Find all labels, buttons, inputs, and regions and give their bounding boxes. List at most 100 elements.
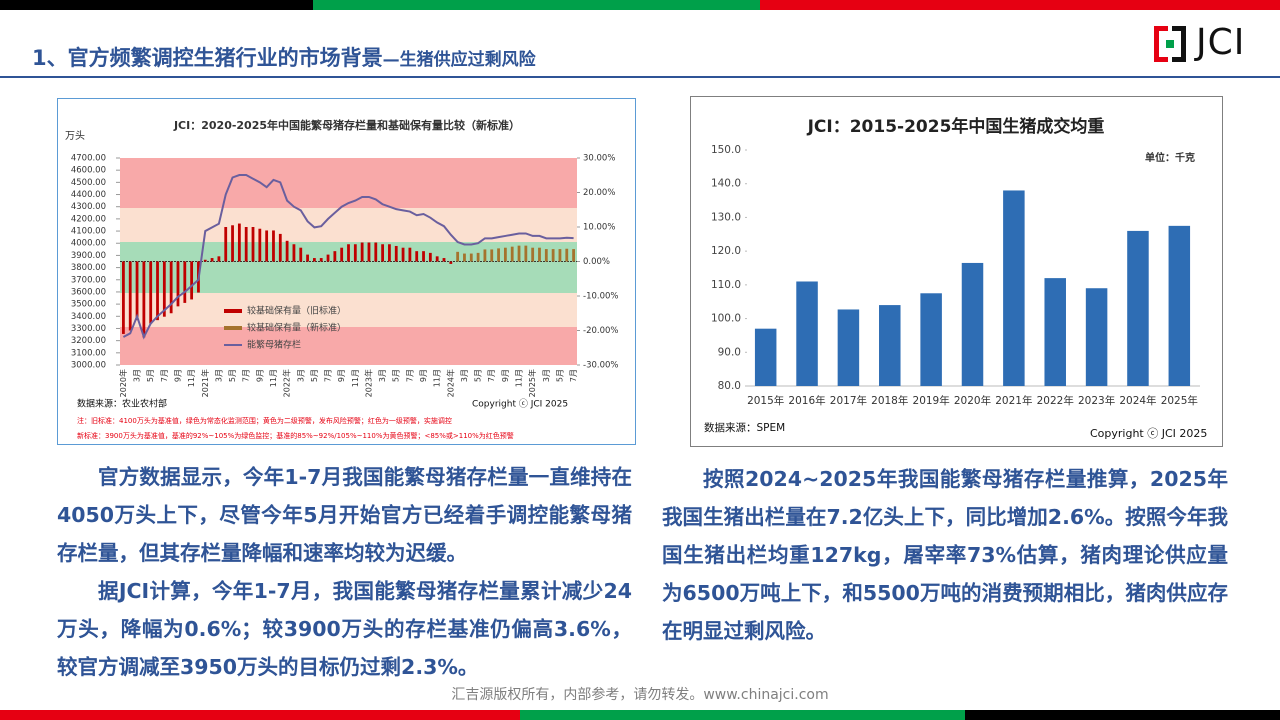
x-tick-label: 11月: [433, 369, 442, 387]
y-tick-label: 4500.00: [71, 178, 106, 188]
y-tick-label: 4300.00: [71, 202, 106, 212]
x-tick-label: 2023年: [1078, 394, 1115, 407]
axis-label: 万头: [65, 130, 85, 142]
x-tick-label: 2024年: [445, 369, 455, 397]
bar: [558, 249, 562, 262]
title: 1、官方频繁调控生猪行业的市场背景: [32, 46, 383, 70]
bar: [231, 225, 234, 262]
bar: [190, 261, 194, 300]
x-tick-label: 9月: [173, 369, 182, 382]
x-tick-label: 7月: [569, 369, 578, 382]
stripe: [965, 710, 1280, 720]
y-tick-label: 4600.00: [71, 166, 106, 176]
y2-tick-label: 0.00%: [583, 257, 610, 267]
x-tick-label: 5月: [474, 369, 483, 382]
x-tick-label: 2021年: [200, 369, 210, 397]
logo-icon: [1154, 26, 1186, 62]
y2-tick-label: 20.00%: [583, 188, 615, 198]
bar: [538, 247, 541, 262]
logo: JCI: [1196, 22, 1246, 63]
band: [120, 327, 577, 365]
y-tick-label: 130.0: [711, 211, 741, 223]
text-right: 按照2024~2025年我国能繁母猪存栏量推算，2025年我国生猪出栏量在7.2…: [662, 460, 1228, 650]
bar: [415, 251, 419, 262]
bar: [544, 249, 548, 262]
x-tick-label: 2025年: [527, 369, 537, 397]
bar: [299, 247, 303, 262]
x-tick-label: 2017年: [830, 394, 867, 407]
bar: [394, 245, 398, 262]
y-tick-label: 3700.00: [71, 275, 106, 285]
y-tick-label: 3300.00: [71, 324, 106, 334]
x-tick-label: 2015年: [747, 394, 784, 407]
bar: [442, 258, 446, 262]
bar: [388, 244, 391, 262]
bar: [217, 256, 221, 262]
bar: [176, 261, 180, 307]
bar: [476, 252, 480, 262]
header: 1、官方频繁调控生猪行业的市场背景—生猪供应过剩风险: [32, 42, 536, 72]
bar: [565, 248, 569, 262]
y2-tick-label: 10.00%: [583, 223, 615, 233]
x-tick-label: 5月: [392, 369, 401, 382]
bar: [483, 249, 487, 262]
y-tick-label: 90.0: [718, 346, 741, 358]
bar: [210, 258, 214, 262]
x-tick-label: 9月: [419, 369, 428, 382]
bar: [422, 251, 425, 262]
bar: [128, 261, 132, 331]
bar: [292, 244, 296, 262]
chart: JCI：2020-2025年中国能繁母猪存栏量和基础保有量比较（新标准） 万头 30…: [57, 98, 636, 445]
x-tick-label: 9月: [255, 369, 264, 382]
y-tick-label: 3800.00: [71, 263, 106, 273]
bar: [326, 254, 330, 262]
y-tick-label: 80.0: [718, 380, 741, 392]
bar: [879, 305, 901, 386]
bar: [162, 261, 166, 317]
x-tick-label: 9月: [337, 369, 346, 382]
bar: [169, 261, 173, 314]
x-tick-label: 2024年: [1119, 394, 1156, 407]
y-tick-label: 150.0: [711, 144, 741, 156]
bar: [510, 246, 514, 262]
bar: [497, 248, 500, 262]
bar: [503, 247, 507, 262]
bar: [796, 281, 818, 386]
y-tick-label: 100.0: [711, 313, 741, 325]
bar: [183, 261, 187, 303]
chart-title: JCI：2015-2025年中国生猪成交均重: [807, 116, 1105, 137]
y-tick-label: 3400.00: [71, 312, 106, 322]
stripe: [0, 0, 313, 10]
bar: [244, 227, 248, 262]
bar: [469, 253, 473, 262]
bar: [278, 233, 282, 262]
y-tick-label: 3600.00: [71, 287, 106, 297]
bar: [265, 230, 269, 262]
bar: [837, 309, 860, 386]
y-tick-label: 3900.00: [71, 251, 106, 261]
x-tick-label: 2020年: [118, 369, 128, 397]
y-tick-label: 4100.00: [71, 227, 106, 237]
x-tick-label: 11月: [269, 369, 278, 387]
x-tick-label: 3月: [296, 369, 305, 382]
bar: [312, 258, 316, 262]
x-tick-label: 5月: [555, 369, 564, 382]
y-tick-label: 110.0: [711, 279, 741, 291]
bar: [224, 227, 228, 262]
x-tick-label: 2019年: [913, 394, 950, 407]
x-tick-label: 5月: [310, 369, 319, 382]
x-tick-label: 7月: [487, 369, 496, 382]
bar: [449, 261, 453, 264]
y-tick-label: 4000.00: [71, 239, 106, 249]
y-tick-label: 3000.00: [71, 361, 106, 371]
x-tick-label: 2022年: [282, 369, 292, 397]
band: [120, 208, 577, 242]
bar: [517, 245, 521, 262]
bar: [353, 244, 357, 262]
y-tick-label: 3500.00: [71, 300, 106, 310]
x-tick-label: 2025年: [1161, 394, 1198, 407]
y2-tick-label: -30.00%: [583, 361, 618, 371]
x-tick-label: 3月: [214, 369, 223, 382]
bar: [1168, 225, 1191, 386]
